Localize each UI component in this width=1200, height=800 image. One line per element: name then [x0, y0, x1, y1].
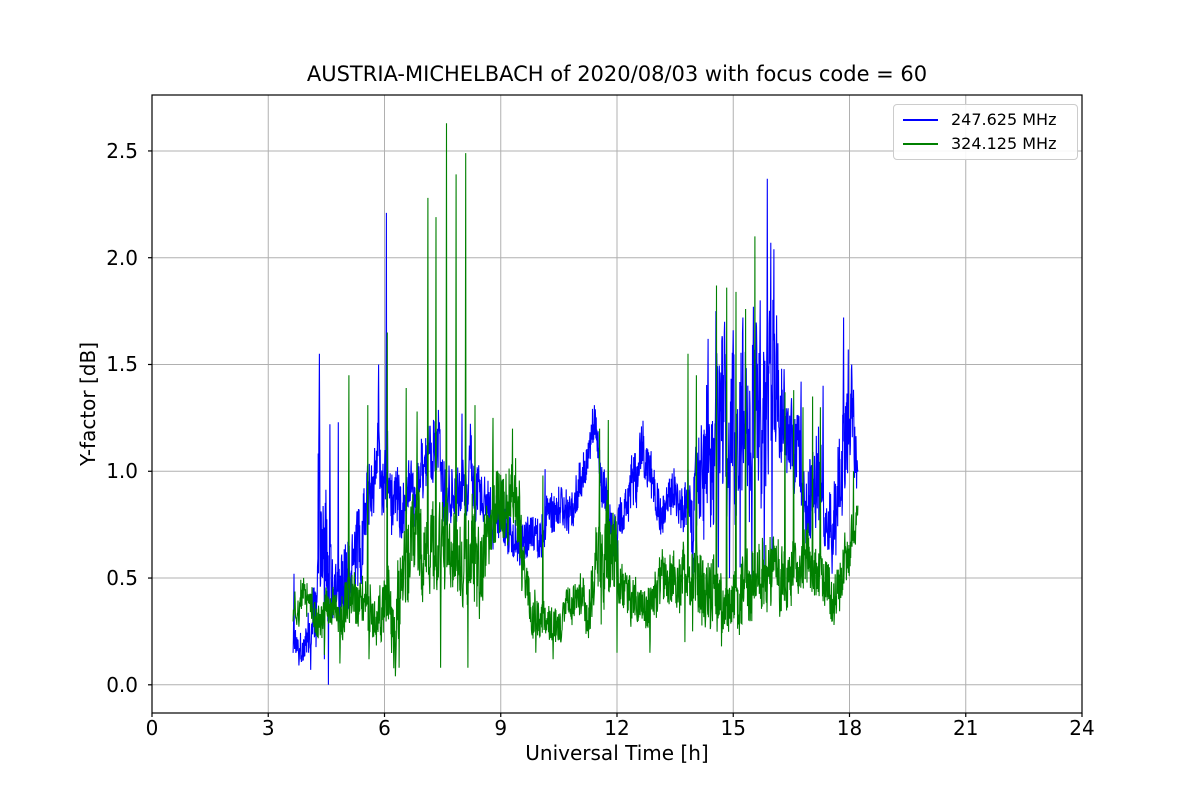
x-tick-label: 0 — [145, 716, 159, 740]
y-tick-label: 1.0 — [106, 459, 138, 484]
legend: 247.625 MHz 324.125 MHz — [893, 104, 1078, 160]
y-tick-label: 2.5 — [106, 138, 138, 163]
y-tick-label: 0.5 — [106, 566, 138, 591]
legend-item: 324.125 MHz — [894, 132, 1077, 155]
legend-line-swatch-blue — [903, 119, 938, 122]
legend-label: 247.625 MHz — [951, 110, 1057, 130]
series-324-125-mhz — [292, 123, 859, 677]
x-tick-label: 15 — [720, 716, 746, 740]
y-tick-label: 1.5 — [106, 352, 138, 377]
y-tick-label: 0.0 — [106, 672, 138, 697]
legend-line-swatch-green — [903, 142, 938, 145]
y-tick-label: 2.0 — [106, 245, 138, 270]
x-tick-label: 9 — [494, 716, 508, 740]
x-tick-label: 3 — [261, 716, 275, 740]
x-axis-label: Universal Time [h] — [525, 741, 709, 765]
x-tick-label: 6 — [378, 716, 391, 740]
x-tick-label: 18 — [836, 716, 863, 740]
legend-label: 324.125 MHz — [951, 133, 1057, 153]
chart-title: AUSTRIA-MICHELBACH of 2020/08/03 with fo… — [306, 62, 928, 86]
x-tick-label: 12 — [604, 716, 630, 740]
legend-item: 247.625 MHz — [894, 109, 1077, 132]
tick-marks — [148, 150, 1083, 717]
x-tick-label: 24 — [1069, 716, 1095, 740]
x-tick-label: 21 — [953, 716, 979, 740]
